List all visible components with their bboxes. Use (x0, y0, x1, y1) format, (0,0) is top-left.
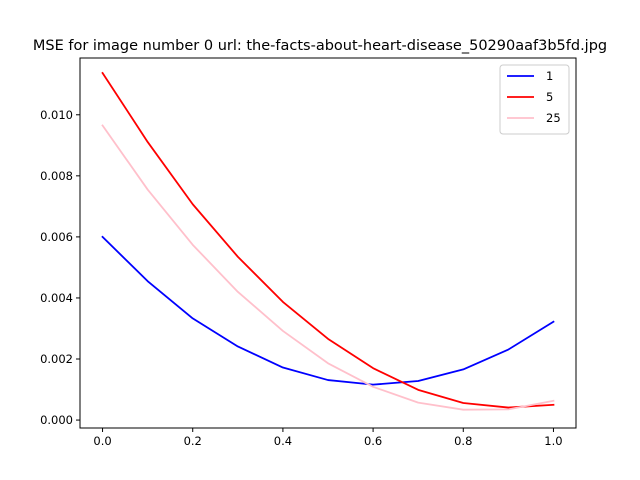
x-tick-label: 0.2 (184, 434, 202, 448)
x-tick-label: 0.4 (274, 434, 292, 448)
legend-box (499, 64, 570, 135)
y-tick-label: 0.010 (40, 108, 73, 122)
plot-frame (79, 57, 577, 429)
series-line-5 (101, 71, 555, 409)
series-line-25 (101, 124, 555, 411)
legend-label-1: 1 (546, 69, 553, 83)
x-tick-label: 0.8 (454, 434, 472, 448)
legend-label-5: 5 (546, 90, 553, 104)
series-line-1 (101, 235, 555, 386)
y-tick-label: 0.006 (40, 230, 73, 244)
legend-label-25: 25 (546, 111, 561, 125)
y-tick-label: 0.004 (40, 291, 73, 305)
x-tick-label: 1.0 (544, 434, 562, 448)
x-tick-label: 0.6 (364, 434, 382, 448)
chart-title: MSE for image number 0 url: the-facts-ab… (33, 38, 607, 54)
x-tick-label: 0.0 (93, 434, 111, 448)
y-tick-label: 0.000 (40, 413, 73, 427)
y-tick-label: 0.002 (40, 352, 73, 366)
y-tick-label: 0.008 (40, 169, 73, 183)
